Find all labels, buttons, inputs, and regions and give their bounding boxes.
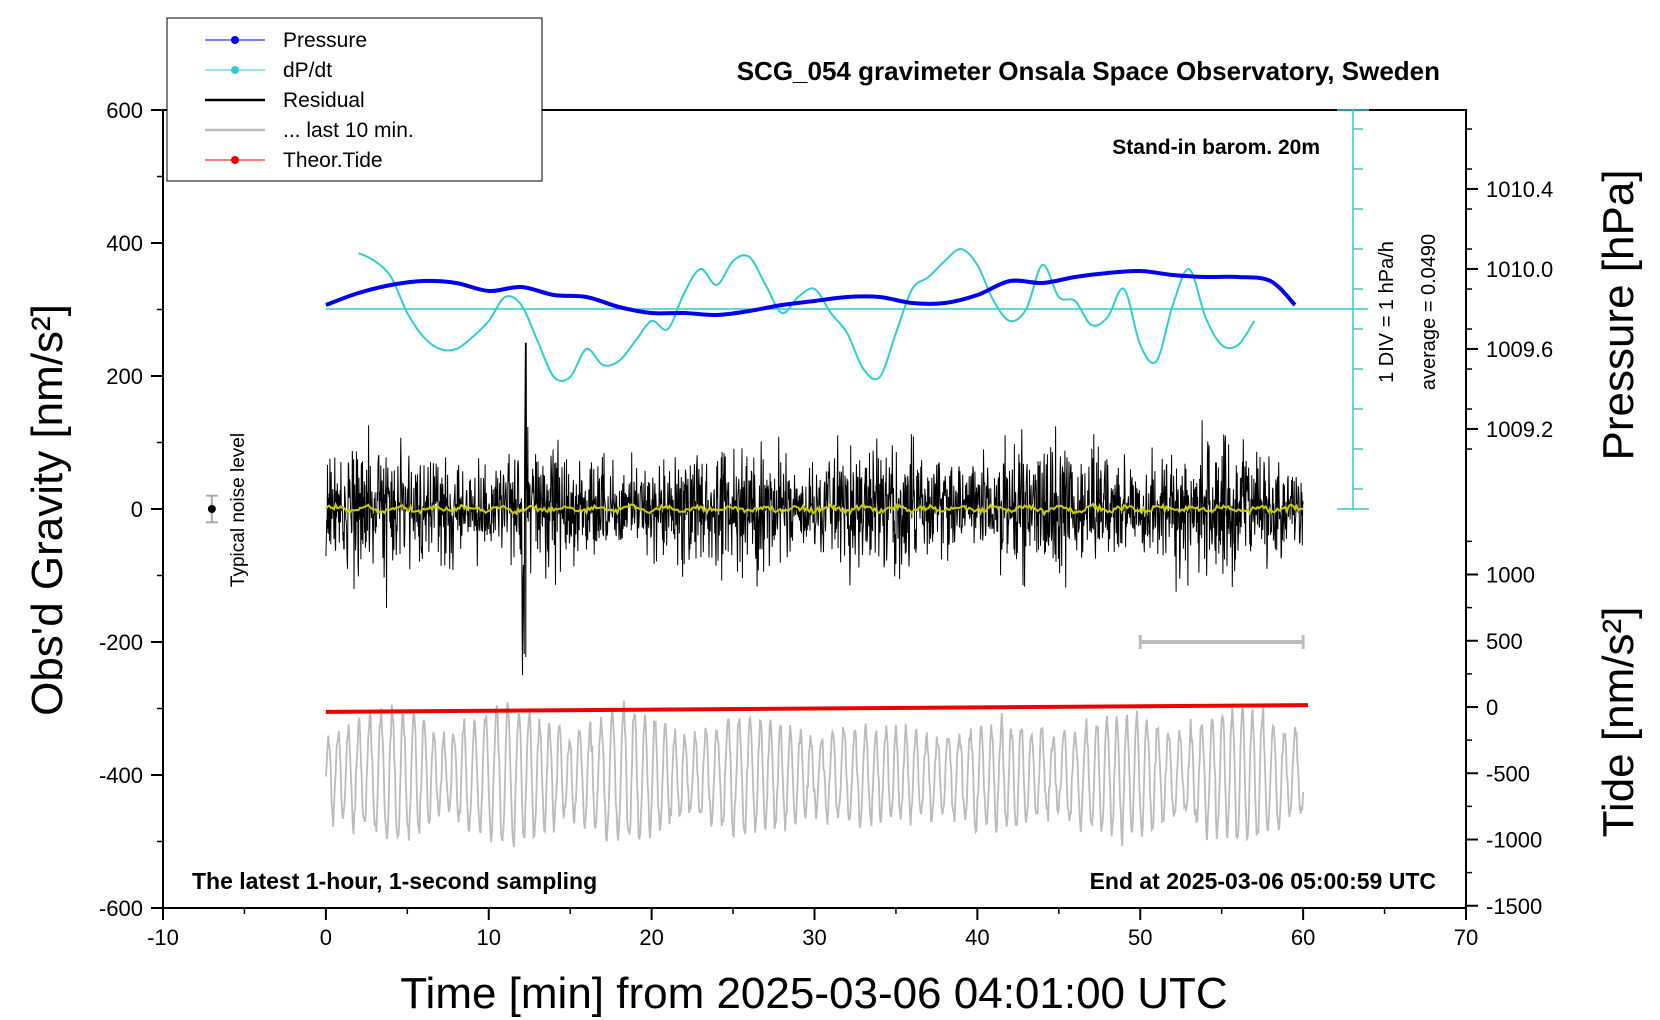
tide-tick-label: 500 bbox=[1486, 629, 1523, 654]
last-10-min-line bbox=[325, 700, 1304, 848]
y-axis-left-label: Obs'd Gravity [nm/s²] bbox=[23, 304, 72, 716]
legend-marker bbox=[231, 66, 239, 74]
legend-marker bbox=[231, 156, 239, 164]
x-tick-label: 60 bbox=[1291, 925, 1315, 950]
x-tick-label: 10 bbox=[477, 925, 501, 950]
legend-label: ... last 10 min. bbox=[283, 119, 414, 142]
y-left-tick-label: -400 bbox=[99, 763, 143, 788]
x-tick-label: 70 bbox=[1454, 925, 1478, 950]
x-tick-label: 20 bbox=[639, 925, 663, 950]
y-left-tick-label: -200 bbox=[99, 630, 143, 655]
y-left-tick-label: 400 bbox=[106, 231, 143, 256]
tide-tick-label: 0 bbox=[1486, 695, 1498, 720]
pressure-axis-label: Pressure [hPa] bbox=[1594, 169, 1643, 460]
x-tick-label: 40 bbox=[965, 925, 989, 950]
y-left-tick-label: 200 bbox=[106, 364, 143, 389]
pressure-tick-label: 1010.4 bbox=[1486, 177, 1553, 202]
y-left-tick-label: 0 bbox=[131, 497, 143, 522]
barometer-annotation: Stand-in barom. 20m bbox=[1112, 136, 1320, 159]
tide-tick-label: -500 bbox=[1486, 761, 1530, 786]
noise-point bbox=[207, 505, 216, 513]
dpdt-average-annotation: average = 0.0490 bbox=[1418, 234, 1440, 390]
x-axis: -10 0 10 20 30 40 50 60 70 bbox=[147, 908, 1478, 950]
legend-label: Theor.Tide bbox=[283, 149, 383, 172]
pressure-tick-label: 1010.0 bbox=[1486, 257, 1553, 282]
y-left-tick-label: -600 bbox=[99, 896, 143, 921]
residual-smoothed-line bbox=[325, 501, 1304, 517]
y-left-tick-label: 600 bbox=[106, 98, 143, 123]
tide-tick-label: -1500 bbox=[1486, 894, 1542, 919]
x-tick-label: 0 bbox=[320, 925, 332, 950]
pressure-line bbox=[325, 268, 1297, 318]
x-axis-label: Time [min] from 2025-03-06 04:01:00 UTC bbox=[400, 969, 1227, 1018]
theor-tide-line bbox=[325, 703, 1309, 714]
residual-line bbox=[325, 342, 1304, 676]
legend-marker bbox=[231, 36, 239, 44]
series-layer bbox=[205, 247, 1369, 848]
noise-level-label: Typical noise level bbox=[228, 433, 249, 587]
tide-axis: 1000 500 0 -500 -1000 -1500 bbox=[1466, 540, 1542, 919]
tide-tick-label: 1000 bbox=[1486, 563, 1535, 588]
legend-label: dP/dt bbox=[283, 59, 332, 82]
pressure-axis: 1010.4 1010.0 1009.6 1009.2 bbox=[1466, 128, 1553, 450]
end-time-annotation: End at 2025-03-06 05:00:59 UTC bbox=[1090, 868, 1436, 894]
pressure-tick-label: 1009.2 bbox=[1486, 417, 1553, 442]
tide-axis-label: Tide [nm/s²] bbox=[1594, 607, 1643, 838]
tide-tick-label: -1000 bbox=[1486, 828, 1542, 853]
x-tick-label: 50 bbox=[1128, 925, 1152, 950]
legend-label: Pressure bbox=[283, 29, 367, 52]
dpdt-line bbox=[357, 247, 1256, 383]
dpdt-scale-annotation: 1 DIV = 1 hPa/h bbox=[1376, 241, 1398, 383]
legend: Pressure dP/dt Residual ... last 10 min. The… bbox=[166, 17, 543, 182]
chart-title: SCG_054 gravimeter Onsala Space Observat… bbox=[737, 56, 1440, 86]
x-tick-label: -10 bbox=[147, 925, 179, 950]
pressure-tick-label: 1009.6 bbox=[1486, 337, 1553, 362]
legend-label: Residual bbox=[283, 89, 365, 112]
y-axis-left: 600 400 200 0 -200 -400 -600 bbox=[99, 98, 163, 921]
x-tick-label: 30 bbox=[802, 925, 826, 950]
sampling-annotation: The latest 1-hour, 1-second sampling bbox=[192, 868, 597, 894]
